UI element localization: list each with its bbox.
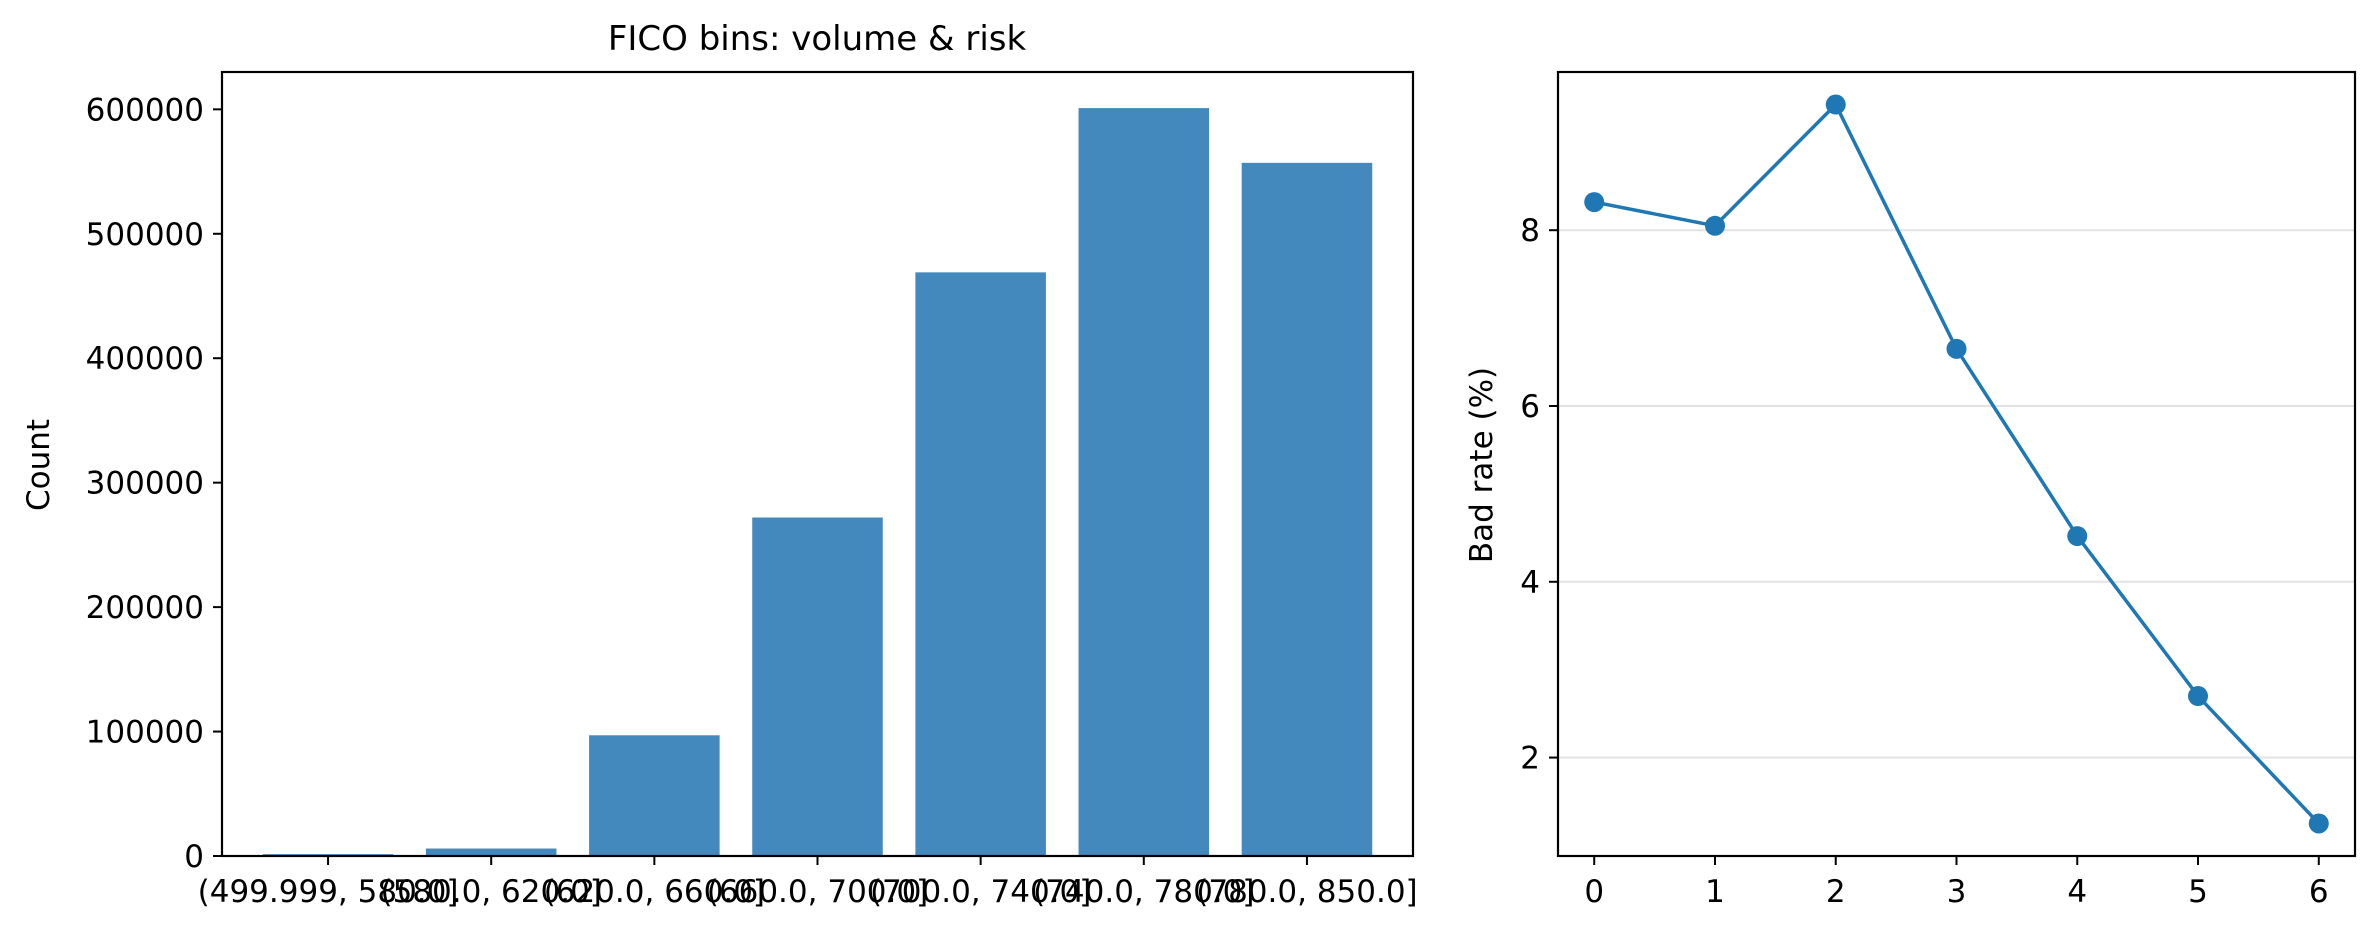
line-x-tick-label-2: 2 xyxy=(1826,874,1846,910)
bar-x-tick-label-0: (499.999, 580.0] xyxy=(198,874,459,910)
bar-x-tick-label-1: (580.0, 620.0] xyxy=(381,874,602,910)
bar-chart-y-axis-label: Count xyxy=(21,419,57,511)
line-x-tick-label-3: 3 xyxy=(1947,874,1967,910)
line-chart-panel: Bad rate (%) 2 4 6 8 0 1 2 3 4 5 6 xyxy=(1464,70,2357,910)
line-x-tick-label-4: 4 xyxy=(2067,874,2087,910)
line-x-tick-label-1: 1 xyxy=(1705,874,1725,910)
bad-rate-point-6 xyxy=(2308,813,2329,834)
line-chart-y-axis-label: Bad rate (%) xyxy=(1464,367,1500,563)
bar-1 xyxy=(425,848,557,856)
line-chart-plot-frame xyxy=(1556,70,2357,858)
bar-x-tick-label-4: (700.0, 740.0] xyxy=(870,874,1091,910)
line-x-tick-label-0: 0 xyxy=(1584,874,1604,910)
line-chart-x-ticks: 0 1 2 3 4 5 6 xyxy=(1584,856,2329,910)
bar-y-tick-label-6: 600000 xyxy=(86,92,204,128)
line-chart-grid xyxy=(1558,229,2355,759)
bar-chart-y-ticks: 0 100000 200000 300000 400000 500000 600000 xyxy=(86,92,222,875)
bar-y-tick-label-2: 200000 xyxy=(86,590,204,626)
line-y-tick-label-3: 8 xyxy=(1520,213,1540,249)
line-y-tick-label-2: 6 xyxy=(1520,389,1540,425)
line-chart-series xyxy=(1584,94,2329,834)
bad-rate-point-4 xyxy=(2067,526,2088,547)
bar-chart-title: FICO bins: volume & risk xyxy=(608,19,1027,59)
line-x-tick-label-6: 6 xyxy=(2309,874,2329,910)
bar-y-tick-label-3: 300000 xyxy=(86,466,204,502)
bad-rate-point-2 xyxy=(1825,94,1846,115)
bad-rate-point-5 xyxy=(2188,686,2209,707)
bad-rate-point-3 xyxy=(1946,338,1967,359)
bar-x-tick-label-6: (780.0, 850.0] xyxy=(1196,874,1417,910)
bar-x-tick-label-3: (660.0, 700.0] xyxy=(707,874,928,910)
bar-4 xyxy=(915,272,1046,856)
bar-3 xyxy=(752,517,883,856)
bar-y-tick-label-4: 400000 xyxy=(86,341,204,377)
bar-y-tick-label-1: 100000 xyxy=(86,715,204,751)
bar-6 xyxy=(1241,162,1373,856)
bad-rate-point-0 xyxy=(1584,192,1605,213)
bar-chart-plot-frame xyxy=(220,70,1415,858)
bar-y-tick-label-0: 0 xyxy=(184,839,204,875)
bar-2 xyxy=(589,735,720,856)
bar-x-tick-label-2: (620.0, 660.0] xyxy=(544,874,765,910)
bar-y-tick-label-5: 500000 xyxy=(86,217,204,253)
bar-chart-bars xyxy=(262,108,1373,857)
line-x-tick-label-5: 5 xyxy=(2188,874,2208,910)
bar-5 xyxy=(1078,108,1210,857)
bad-rate-point-1 xyxy=(1704,215,1725,236)
bar-chart-x-ticks: (499.999, 580.0](580.0, 620.0](620.0, 66… xyxy=(198,856,1418,910)
line-y-tick-label-0: 2 xyxy=(1520,741,1540,777)
bar-x-tick-label-5: (740.0, 780.0] xyxy=(1033,874,1254,910)
bar-chart-panel: FICO bins: volume & risk Count 0 100000 20… xyxy=(21,19,1418,910)
line-chart-y-ticks: 2 4 6 8 xyxy=(1520,213,1558,777)
line-y-tick-label-1: 4 xyxy=(1520,565,1540,601)
